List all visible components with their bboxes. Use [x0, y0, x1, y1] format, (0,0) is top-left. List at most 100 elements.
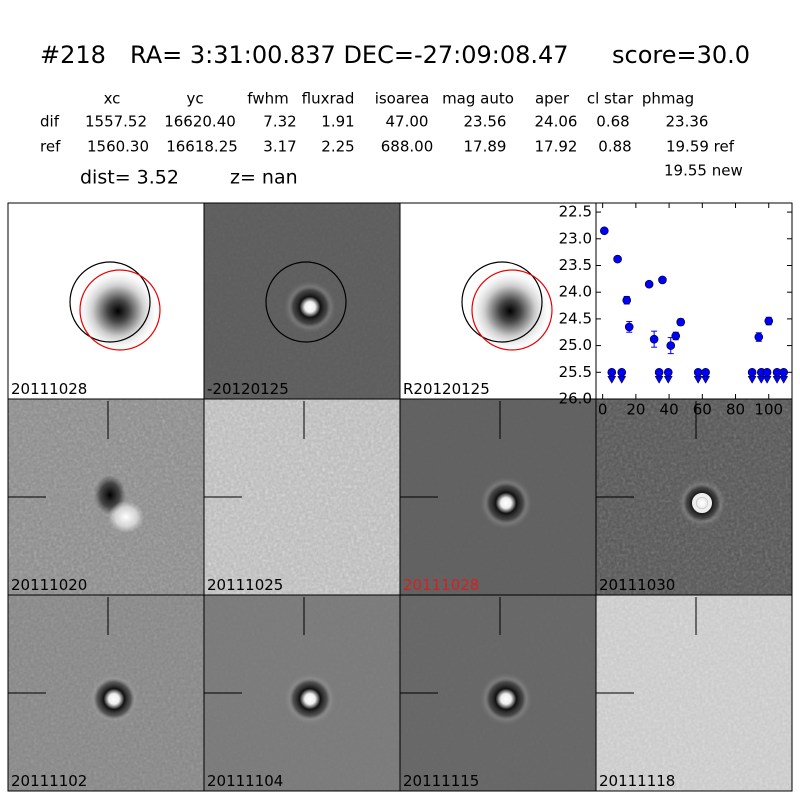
- data-point: [754, 332, 764, 342]
- table-cell: 0.88: [598, 138, 631, 156]
- row-label: dif: [40, 113, 60, 131]
- upper-limit: [779, 376, 789, 384]
- image-panel: 20111030: [595, 398, 793, 596]
- coordinates: RA= 3:31:00.837 DEC=-27:09:08.47: [130, 41, 569, 69]
- image-panel: R20120125: [399, 202, 597, 400]
- data-point: [779, 367, 788, 377]
- data-point: [644, 279, 654, 289]
- x-tick-label: 60: [693, 401, 712, 419]
- aperture: [69, 261, 151, 343]
- panel-label: R20120125: [403, 380, 490, 398]
- upper-limit: [701, 376, 711, 384]
- y-tick-label: 22.5: [559, 203, 592, 221]
- plot-frame: [595, 202, 793, 400]
- source: [468, 269, 552, 353]
- panel-frame: [595, 594, 793, 792]
- data-point: [693, 367, 703, 377]
- panel-label: 20111020: [11, 576, 87, 594]
- panel-label: 20111104: [207, 772, 283, 790]
- panel-label: -20120125: [207, 380, 289, 398]
- upper-limit: [693, 376, 703, 384]
- data-point: [649, 334, 659, 344]
- table-cell: 1560.30: [87, 138, 149, 156]
- column-header: phmag: [642, 90, 694, 108]
- image-panel: 20111118: [595, 594, 793, 792]
- image-panel: 20111102: [7, 594, 205, 792]
- table-cell: 1557.52: [85, 113, 147, 131]
- column-header: mag auto: [442, 90, 514, 108]
- table-cell: 23.56: [464, 113, 507, 131]
- data-point: [658, 275, 667, 285]
- table-cell: 3.17: [263, 138, 296, 156]
- data-point: [663, 367, 673, 377]
- table-cell: 0.68: [596, 113, 629, 131]
- row-label: ref: [40, 138, 61, 156]
- source: [284, 281, 336, 333]
- image-panel: 20111028: [399, 398, 597, 596]
- data-point: [764, 316, 774, 326]
- redshift: z= nan: [230, 167, 298, 189]
- panel-label: 20111030: [599, 576, 675, 594]
- table-cell: 23.36: [666, 113, 709, 131]
- column-header: fwhm: [247, 90, 288, 108]
- table-cell: 17.89: [464, 138, 507, 156]
- column-header: yc: [186, 90, 203, 108]
- y-tick-label: 25.0: [559, 336, 592, 354]
- source: [480, 477, 532, 529]
- source: [76, 269, 160, 353]
- candidate-id: #218: [40, 41, 106, 69]
- image-panel: 20111104: [203, 594, 401, 792]
- image-panel: 20111025: [203, 398, 401, 596]
- aperture: [265, 261, 347, 343]
- data-point: [666, 341, 676, 350]
- panel-label: 20111025: [207, 576, 283, 594]
- lightcurve-chart: 22.5 23.0 23.5 24.0 24.5 25.0 25.5 26.0 0 20 40 60 8…: [559, 202, 793, 419]
- y-tick-label: 24.5: [559, 309, 592, 327]
- data-point: [654, 367, 664, 377]
- source: [678, 479, 726, 527]
- y-tick-label: 23.5: [559, 256, 592, 274]
- distance: dist= 3.52: [80, 167, 179, 189]
- x-tick-label: 80: [726, 401, 745, 419]
- y-tick-label: 26.0: [559, 390, 592, 408]
- aperture: [461, 261, 543, 343]
- panel-label: 20111118: [599, 772, 675, 790]
- image-panel: 20111020: [7, 398, 205, 596]
- x-tick-label: 0: [598, 401, 608, 419]
- data-point: [607, 367, 617, 377]
- panel-label: 20111115: [403, 772, 479, 790]
- data-point: [624, 322, 634, 332]
- source: [284, 673, 336, 725]
- upper-limit: [607, 376, 617, 384]
- table-cell: 16618.25: [166, 138, 238, 156]
- aperture: [471, 269, 553, 351]
- table-cell: 688.00: [381, 138, 434, 156]
- table-cell: 16620.40: [164, 113, 236, 131]
- x-tick-label: 40: [660, 401, 679, 419]
- data-point: [676, 317, 686, 327]
- table: xc yc fwhm fluxrad isoarea mag auto aper cl sta…: [40, 90, 735, 156]
- column-header: isoarea: [375, 90, 430, 108]
- score: score=30.0: [612, 41, 750, 69]
- source: [480, 673, 532, 725]
- upper-limit: [772, 376, 782, 384]
- y-tick-label: 23.0: [559, 229, 592, 247]
- panel-grid: 20111028 -20120125 R20120125 20111020 201110…: [7, 202, 793, 792]
- x-tick-label: 100: [754, 401, 783, 419]
- table-cell: 2.25: [321, 138, 354, 156]
- upper-limit: [617, 376, 627, 384]
- aperture: [79, 269, 161, 351]
- panel-label: 20111028: [11, 380, 87, 398]
- image-panel: -20120125: [203, 202, 401, 400]
- column-header: cl star: [587, 90, 634, 108]
- table-cell: 7.32: [263, 113, 296, 131]
- upper-limit: [663, 376, 673, 384]
- data-point: [617, 367, 627, 377]
- image-panel: 20111115: [399, 594, 597, 792]
- table-cell: 1.91: [321, 113, 354, 131]
- source-light: [108, 501, 144, 533]
- y-tick-label: 24.0: [559, 283, 592, 301]
- table-cell: 47.00: [386, 113, 429, 131]
- image-panel: 20111028: [7, 202, 205, 400]
